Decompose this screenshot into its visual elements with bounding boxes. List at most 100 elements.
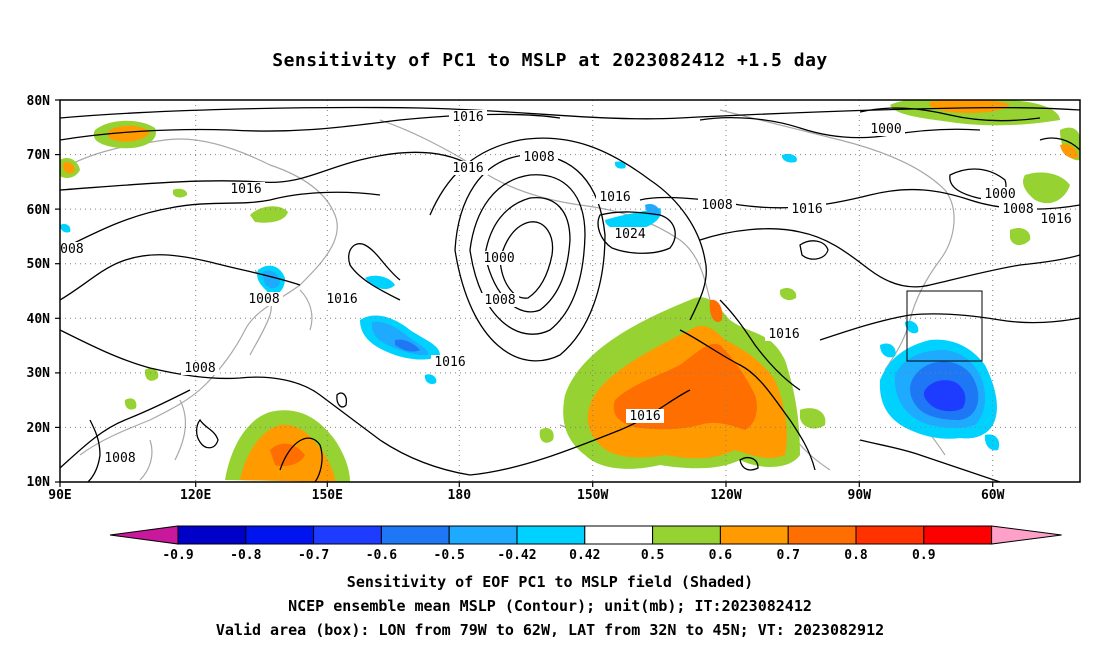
- colorbar-segment: [923, 525, 993, 545]
- lat-label: 70N: [27, 148, 51, 163]
- contour-label-background: [611, 227, 649, 241]
- contour-label: 1016: [326, 292, 357, 307]
- map-frame: [59, 99, 1081, 483]
- lon-label: 60W: [981, 488, 1005, 503]
- contour-label-background: [449, 110, 487, 124]
- colorbar-arrow-left: [109, 525, 179, 545]
- contour-label: 1016: [599, 190, 630, 205]
- contour-label: 1008: [523, 150, 554, 165]
- coastlines: [60, 109, 986, 481]
- contour-label-background: [245, 292, 283, 306]
- colorbar-label: -0.9: [162, 548, 193, 563]
- contour-label-background: [101, 451, 139, 465]
- colorbar-arrow-right: [991, 525, 1062, 545]
- tick-marks: [55, 99, 994, 487]
- lat-label: 40N: [27, 312, 51, 327]
- contour-label-background: [999, 202, 1037, 216]
- contour-label: 1016: [629, 409, 660, 424]
- lat-label: 50N: [27, 257, 51, 272]
- contour-label: 1016: [434, 355, 465, 370]
- contour-label: 1008: [484, 293, 515, 308]
- colorbar-segment: [787, 525, 857, 545]
- colorbar-label: 0.7: [776, 548, 799, 563]
- colorbar-segment: [652, 525, 721, 545]
- colorbar-label: 0.6: [709, 548, 733, 563]
- colorbar-segment: [177, 525, 247, 545]
- colorbar-label: -0.6: [366, 548, 397, 563]
- contour-labels: 1016100810161000101610001008101610081016…: [52, 110, 1075, 466]
- lon-label: 180: [448, 488, 472, 503]
- colorbar-segment: [516, 525, 586, 545]
- contour-label: 1016: [1040, 212, 1071, 227]
- colorbar-segment: [719, 525, 789, 545]
- colorbar-segment: [245, 525, 315, 545]
- contour-label-background: [480, 251, 518, 265]
- contour-label: 1000: [984, 187, 1015, 202]
- caption-line-3: Valid area (box): LON from 79W to 62W, L…: [215, 621, 885, 639]
- contour-label-background: [181, 361, 219, 375]
- lat-label: 60N: [27, 203, 51, 218]
- valid-area-box: [906, 290, 983, 362]
- grid-lines: [60, 100, 1080, 482]
- lon-label: 90E: [48, 488, 71, 503]
- contour-label-background: [323, 292, 361, 306]
- lat-label: 80N: [27, 94, 51, 109]
- contour-label: 1024: [614, 227, 645, 242]
- contour-label: 1008: [1002, 202, 1033, 217]
- lon-label: 120W: [710, 488, 741, 503]
- contour-label: 1008: [184, 361, 215, 376]
- contour-label-background: [227, 182, 265, 196]
- contour-label: 1016: [791, 202, 822, 217]
- contour-label-background: [981, 187, 1019, 201]
- lon-label: 150W: [577, 488, 608, 503]
- colorbar-segment: [448, 525, 518, 545]
- caption-line-1: Sensitivity of EOF PC1 to MSLP field (Sh…: [346, 573, 754, 591]
- contour-label-background: [1037, 212, 1075, 226]
- mslp-contours: [60, 106, 1080, 482]
- colorbar-segment: [313, 525, 382, 545]
- map-title: Sensitivity of PC1 to MSLP at 2023082412…: [272, 50, 828, 71]
- map-content: 1016100810161000101610001008101610081016…: [52, 100, 1080, 482]
- colorbar: -0.9 -0.8 -0.7 -0.6 -0.5 -0.42 0.42 0.5 0.6 0.7 0.…: [109, 525, 1062, 563]
- contour-label-background: [698, 198, 736, 212]
- lat-label: 20N: [27, 421, 51, 436]
- contour-label: 1016: [230, 182, 261, 197]
- contour-label-background: [626, 409, 664, 423]
- colorbar-label: -0.7: [298, 548, 329, 563]
- colorbar-label: -0.42: [497, 548, 536, 563]
- lat-label: 10N: [27, 475, 51, 490]
- contour-label: 1008: [701, 198, 732, 213]
- colorbar-label: -0.8: [230, 548, 261, 563]
- colorbar-segment: [584, 525, 654, 545]
- contour-label-background: [788, 202, 826, 216]
- colorbar-label: 0.5: [641, 548, 664, 563]
- lon-label: 150E: [312, 488, 343, 503]
- lat-label: 30N: [27, 366, 51, 381]
- contour-label-background: [449, 161, 487, 175]
- contour-label: 1008: [52, 242, 83, 257]
- contour-label: 1008: [248, 292, 279, 307]
- shaded-positive-high: [270, 299, 757, 467]
- longitude-labels: 90E 120E 150E 180 150W 120W 90W 60W: [48, 488, 1004, 503]
- contour-label: 1000: [483, 251, 514, 266]
- lon-label: 120E: [180, 488, 211, 503]
- colorbar-label: 0.42: [569, 548, 600, 563]
- contour-label-background: [431, 355, 469, 369]
- latitude-labels: 80N 70N 60N 50N 40N 30N 20N 10N: [27, 94, 51, 490]
- colorbar-label: -0.5: [434, 548, 465, 563]
- contour-label: 1016: [768, 327, 799, 342]
- caption-line-2: NCEP ensemble mean MSLP (Contour); unit(…: [288, 597, 812, 615]
- contour-label-background: [60, 242, 87, 256]
- contour-label-background: [867, 122, 905, 136]
- lon-label: 90W: [848, 488, 872, 503]
- contour-label: 1008: [104, 451, 135, 466]
- colorbar-label: 0.8: [844, 548, 868, 563]
- contour-label-background: [596, 190, 634, 204]
- contour-label: 1000: [870, 122, 901, 137]
- contour-label-background: [520, 150, 558, 164]
- contour-label-background: [481, 293, 519, 307]
- colorbar-segment: [855, 525, 925, 545]
- contour-label: 1016: [452, 110, 483, 125]
- colorbar-label: 0.9: [912, 548, 935, 563]
- shaded-negative-core: [923, 380, 966, 412]
